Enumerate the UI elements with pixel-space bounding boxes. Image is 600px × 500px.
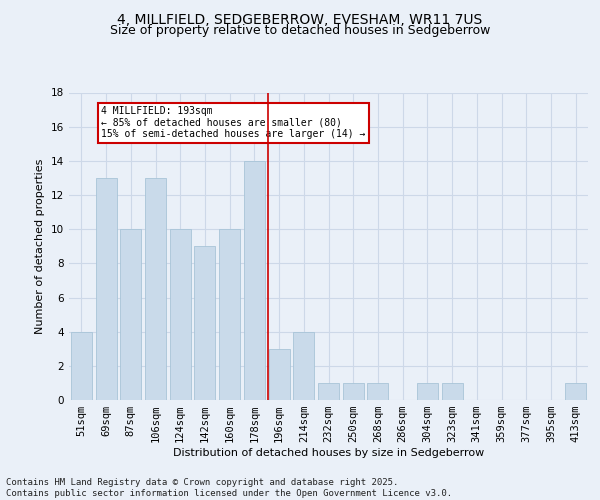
Bar xyxy=(244,161,265,400)
Bar xyxy=(120,229,141,400)
X-axis label: Distribution of detached houses by size in Sedgeberrow: Distribution of detached houses by size … xyxy=(173,448,484,458)
Bar xyxy=(219,229,240,400)
Bar xyxy=(170,229,191,400)
Y-axis label: Number of detached properties: Number of detached properties xyxy=(35,158,46,334)
Bar xyxy=(71,332,92,400)
Bar xyxy=(318,383,339,400)
Text: 4, MILLFIELD, SEDGEBERROW, EVESHAM, WR11 7US: 4, MILLFIELD, SEDGEBERROW, EVESHAM, WR11… xyxy=(118,12,482,26)
Text: Size of property relative to detached houses in Sedgeberrow: Size of property relative to detached ho… xyxy=(110,24,490,37)
Bar xyxy=(343,383,364,400)
Bar xyxy=(442,383,463,400)
Bar xyxy=(95,178,116,400)
Bar xyxy=(293,332,314,400)
Bar xyxy=(367,383,388,400)
Text: 4 MILLFIELD: 193sqm
← 85% of detached houses are smaller (80)
15% of semi-detach: 4 MILLFIELD: 193sqm ← 85% of detached ho… xyxy=(101,106,365,140)
Text: Contains HM Land Registry data © Crown copyright and database right 2025.
Contai: Contains HM Land Registry data © Crown c… xyxy=(6,478,452,498)
Bar xyxy=(145,178,166,400)
Bar xyxy=(417,383,438,400)
Bar xyxy=(565,383,586,400)
Bar xyxy=(194,246,215,400)
Bar xyxy=(269,349,290,400)
